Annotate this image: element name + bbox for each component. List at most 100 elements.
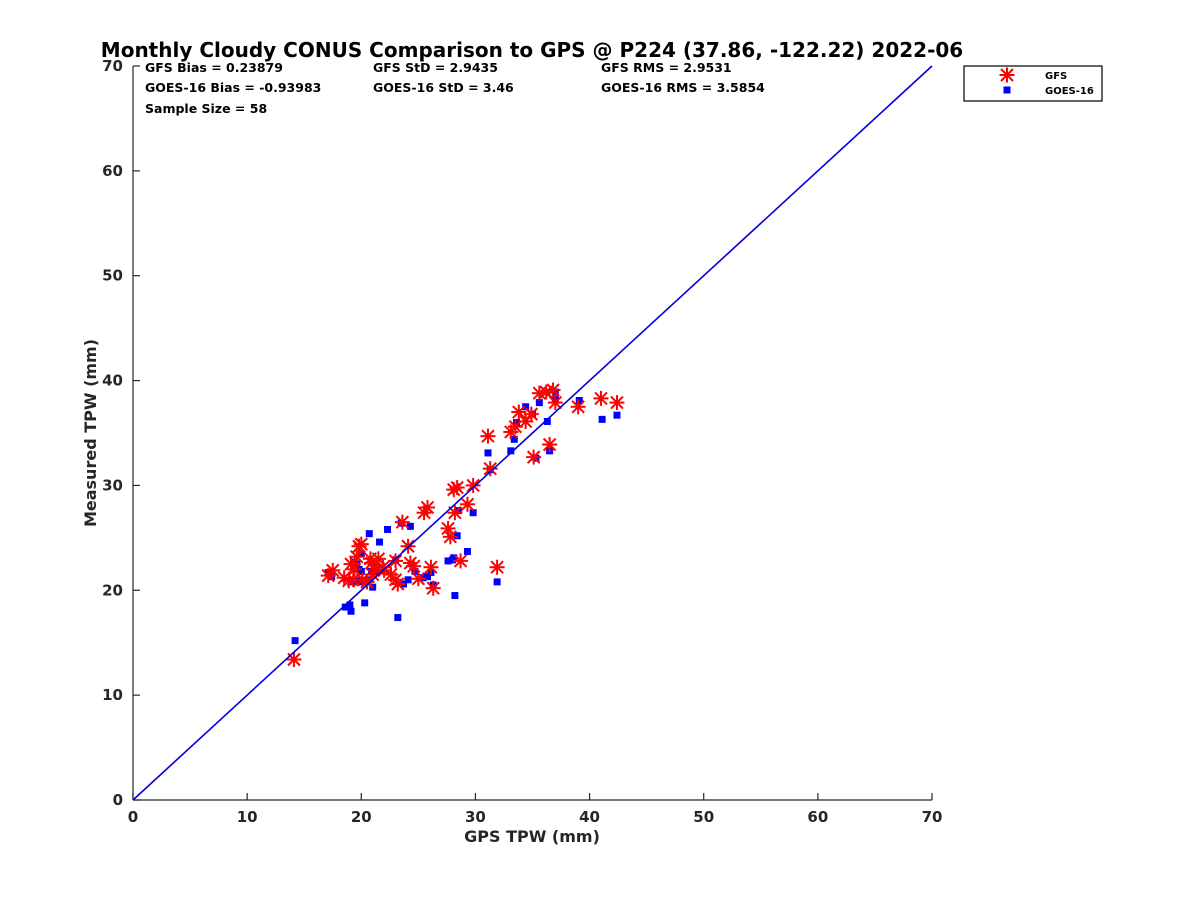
goes16-rms-text: GOES-16 RMS = 3.5854 xyxy=(601,80,765,95)
y-tick-label: 30 xyxy=(102,476,123,494)
gfs-point xyxy=(353,536,369,552)
goes16-point xyxy=(328,573,336,581)
x-tick-label: 30 xyxy=(465,808,486,826)
gfs-point xyxy=(523,406,539,422)
gfs-point xyxy=(570,399,586,415)
goes16-point xyxy=(384,525,392,533)
x-tick-label: 40 xyxy=(579,808,600,826)
gfs-point xyxy=(419,499,435,515)
gfs-point xyxy=(526,449,542,465)
gfs-point xyxy=(593,390,609,406)
x-tick-label: 0 xyxy=(128,808,138,826)
legend-goes16-label: GOES-16 xyxy=(1045,86,1094,97)
gfs-bias-text: GFS Bias = 0.23879 xyxy=(145,60,283,75)
goes16-point xyxy=(368,567,376,575)
gfs-point xyxy=(325,562,341,578)
y-tick-label: 60 xyxy=(102,162,123,180)
gfs-point xyxy=(410,571,426,587)
goes16-point xyxy=(361,599,369,607)
gfs-point xyxy=(542,437,558,453)
gfs-point xyxy=(388,553,404,569)
y-tick-label: 40 xyxy=(102,372,123,390)
legend-gfs-asterisk xyxy=(999,67,1015,83)
gfs-point xyxy=(349,549,365,565)
goes16-point xyxy=(341,603,349,611)
gfs-point xyxy=(364,555,380,571)
goes16-point xyxy=(463,547,471,555)
gfs-std-text: GFS StD = 2.9435 xyxy=(373,60,498,75)
goes16-point xyxy=(444,557,452,565)
goes16-point xyxy=(406,522,414,530)
y-tick-label: 20 xyxy=(102,581,123,599)
legend-goes16-marker xyxy=(1003,86,1011,94)
goes16-point xyxy=(346,601,354,609)
gfs-point xyxy=(346,561,362,577)
points-layer xyxy=(286,382,625,667)
chart-title: Monthly Cloudy CONUS Comparison to GPS @… xyxy=(101,38,963,62)
gfs-point xyxy=(423,559,439,575)
x-tick-label: 60 xyxy=(807,808,828,826)
gfs-point xyxy=(390,576,406,592)
goes16-point xyxy=(419,574,427,582)
goes16-point xyxy=(411,567,419,575)
x-tick-label: 10 xyxy=(237,808,258,826)
reference-line xyxy=(132,65,933,801)
gfs-point xyxy=(394,514,410,530)
gfs-point xyxy=(545,382,561,398)
sample-size-text: Sample Size = 58 xyxy=(145,101,267,116)
goes16-point xyxy=(507,447,515,455)
x-axis-label: GPS TPW (mm) xyxy=(464,827,600,846)
goes16-point xyxy=(613,411,621,419)
goes16-point xyxy=(598,415,606,423)
goes16-point xyxy=(535,399,543,407)
gfs-point xyxy=(286,651,302,667)
goes16-point xyxy=(376,538,384,546)
gfs-rms-text: GFS RMS = 2.9531 xyxy=(601,60,732,75)
goes16-point xyxy=(451,592,459,600)
gfs-point xyxy=(375,559,391,575)
gfs-point xyxy=(609,395,625,411)
goes16-point xyxy=(522,403,530,411)
legend-gfs-marker xyxy=(999,67,1015,83)
stats-block: GFS Bias = 0.23879 GFS StD = 2.9435 GFS … xyxy=(145,60,765,116)
gfs-point xyxy=(447,505,463,521)
goes16-point xyxy=(365,530,373,538)
goes16-bias-text: GOES-16 Bias = -0.93983 xyxy=(145,80,321,95)
goes16-point xyxy=(357,550,365,558)
x-tick-label: 70 xyxy=(922,808,943,826)
goes16-point xyxy=(291,637,299,645)
goes16-point xyxy=(469,509,477,517)
goes16-point xyxy=(450,554,458,562)
legend-box xyxy=(963,65,1103,102)
goes16-point xyxy=(484,449,492,457)
gfs-point xyxy=(459,496,475,512)
legend-gfs-label: GFS xyxy=(1045,71,1067,82)
goes16-point xyxy=(575,396,583,404)
gfs-point xyxy=(482,461,498,477)
gfs-point xyxy=(425,580,441,596)
goes16-point xyxy=(355,577,363,585)
y-axis-label: Measured TPW (mm) xyxy=(81,339,100,527)
gfs-point xyxy=(449,480,465,496)
legend: GFS GOES-16 xyxy=(963,65,1103,102)
gfs-point xyxy=(480,428,496,444)
goes16-point xyxy=(404,576,412,584)
y-tick-label: 70 xyxy=(102,57,123,75)
goes16-point xyxy=(543,417,551,425)
goes16-point xyxy=(510,435,518,443)
x-tick-label: 50 xyxy=(693,808,714,826)
gfs-point xyxy=(406,558,422,574)
gfs-point xyxy=(511,404,527,420)
gfs-point xyxy=(547,395,563,411)
goes16-point xyxy=(453,532,461,540)
gfs-point xyxy=(442,529,458,545)
goes16-std-text: GOES-16 StD = 3.46 xyxy=(373,80,514,95)
y-tick-label: 10 xyxy=(102,686,123,704)
y-tick-label: 50 xyxy=(102,267,123,285)
x-tick-label: 20 xyxy=(351,808,372,826)
gfs-point xyxy=(465,477,481,493)
goes16-point xyxy=(347,607,355,615)
gfs-point xyxy=(489,559,505,575)
goes16-point xyxy=(357,567,365,575)
goes16-point xyxy=(493,578,501,586)
